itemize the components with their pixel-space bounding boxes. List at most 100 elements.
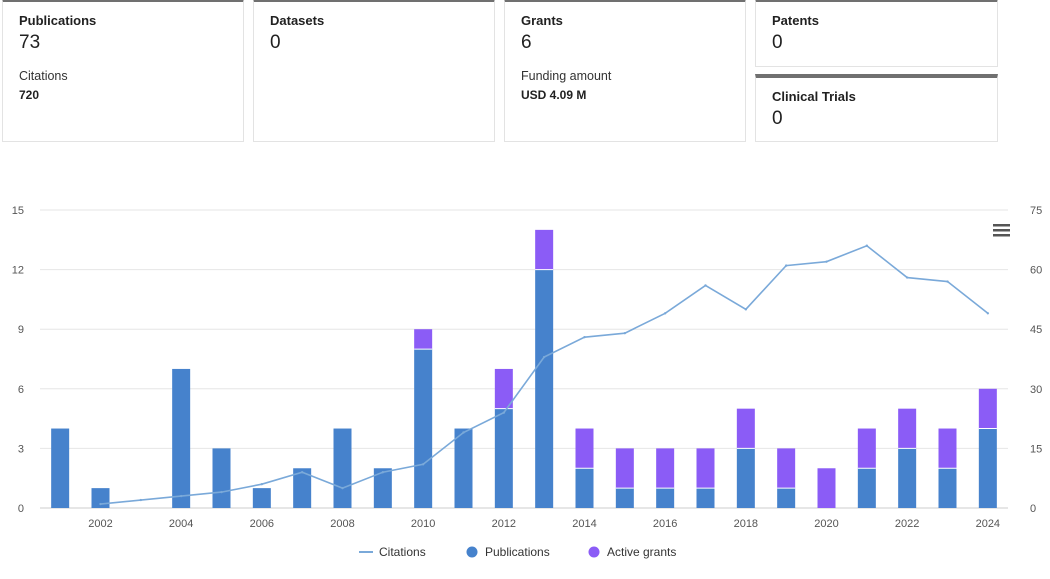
citations-point xyxy=(220,490,223,494)
grants-card[interactable]: Grants 6 Funding amount USD 4.09 M xyxy=(504,0,746,142)
legend-label: Active grants xyxy=(607,545,676,559)
publications-bar xyxy=(736,448,755,508)
publications-bar xyxy=(575,468,594,508)
active-grants-bar xyxy=(938,428,957,469)
x-tick-label: 2014 xyxy=(572,518,596,530)
right-tick-label: 75 xyxy=(1030,205,1042,217)
publications-count: 73 xyxy=(19,32,41,53)
publications-bar xyxy=(252,488,271,508)
citations-value: 720 xyxy=(19,88,40,102)
active-grants-bar xyxy=(615,448,634,489)
publications-bar xyxy=(212,448,231,508)
legend-label: Citations xyxy=(379,545,426,559)
publications-bar xyxy=(454,428,473,508)
left-axis: 0 3 6 9 12 15 xyxy=(12,205,24,515)
publications-bar xyxy=(777,488,796,508)
x-tick-label: 2002 xyxy=(88,518,112,530)
left-tick-label: 9 xyxy=(18,324,24,336)
datasets-title: Datasets xyxy=(270,13,325,28)
patents-count: 0 xyxy=(772,32,783,53)
active-grants-bar xyxy=(535,229,554,270)
legend-active-grants-swatch xyxy=(588,546,600,558)
funding-amount-value: USD 4.09 M xyxy=(521,88,587,102)
left-tick-label: 12 xyxy=(12,265,24,277)
x-tick-label: 2020 xyxy=(814,518,838,530)
active-grants-bar xyxy=(857,428,876,469)
publications-bar xyxy=(898,448,917,508)
active-grants-bar xyxy=(696,448,715,489)
publications-card[interactable]: Publications 73 Citations 720 xyxy=(2,0,244,142)
citations-point xyxy=(462,431,465,434)
chart-gridlines xyxy=(40,209,1008,509)
right-tick-label: 30 xyxy=(1030,384,1042,396)
citations-point xyxy=(502,411,506,414)
left-tick-label: 0 xyxy=(18,503,24,515)
publications-title: Publications xyxy=(19,13,97,28)
legend-label: Publications xyxy=(485,545,550,559)
legend-publications-swatch xyxy=(466,546,478,558)
right-tick-label: 15 xyxy=(1030,443,1042,455)
citations-point xyxy=(905,276,909,279)
active-grants-bar xyxy=(817,468,836,508)
citations-point xyxy=(300,471,304,474)
clinical-trials-count: 0 xyxy=(772,108,783,129)
active-grants-bar xyxy=(736,408,755,449)
x-tick-label: 2010 xyxy=(411,518,435,530)
publications-bar xyxy=(696,488,715,508)
x-tick-label: 2008 xyxy=(330,518,354,530)
citations-point xyxy=(865,244,869,247)
active-grants-bar xyxy=(978,388,997,429)
publications-bar xyxy=(656,488,675,508)
publications-bar xyxy=(414,349,433,508)
active-grants-bar xyxy=(656,448,675,489)
right-axis: 0 15 30 45 60 75 xyxy=(1030,205,1042,515)
publications-bar xyxy=(615,488,634,508)
left-tick-label: 6 xyxy=(18,384,24,396)
citations-point xyxy=(381,471,385,474)
publications-bar xyxy=(857,468,876,508)
publications-bar xyxy=(333,428,352,508)
patents-title: Patents xyxy=(772,13,819,28)
publications-bar xyxy=(51,428,70,508)
citations-point xyxy=(179,494,183,498)
citations-point xyxy=(99,502,102,506)
publications-bar xyxy=(373,468,392,508)
patents-card[interactable]: Patents 0 xyxy=(755,0,998,67)
left-tick-label: 3 xyxy=(18,443,24,455)
x-tick-label: 2022 xyxy=(895,518,919,530)
right-tick-label: 0 xyxy=(1030,503,1036,515)
left-tick-label: 15 xyxy=(12,205,24,217)
citations-point xyxy=(260,482,264,486)
datasets-card[interactable]: Datasets 0 xyxy=(253,0,495,142)
x-tick-label: 2006 xyxy=(250,518,274,530)
citations-point xyxy=(583,335,586,339)
publications-bar xyxy=(978,428,997,508)
publications-bar xyxy=(494,408,513,508)
hamburger-menu-icon[interactable] xyxy=(990,219,1014,241)
publications-chart: 0 3 6 9 12 15 0 15 30 45 60 75 2002 2004 2006 2008 201… xyxy=(12,205,1043,559)
x-tick-label: 2024 xyxy=(976,518,1000,530)
citations-point xyxy=(623,331,627,335)
citations-point xyxy=(946,280,949,283)
citations-label: Citations xyxy=(19,69,68,83)
citations-point xyxy=(986,312,990,315)
grants-count: 6 xyxy=(521,32,532,53)
citations-point xyxy=(139,498,143,502)
publications-bar xyxy=(293,468,312,508)
publications-bar xyxy=(172,368,191,508)
citations-point xyxy=(744,308,748,311)
datasets-count: 0 xyxy=(270,32,281,53)
x-tick-label: 2012 xyxy=(492,518,516,530)
publications-bar xyxy=(938,468,957,508)
x-tick-label: 2016 xyxy=(653,518,677,530)
clinical-trials-title: Clinical Trials xyxy=(772,89,856,104)
x-tick-label: 2018 xyxy=(734,518,758,530)
chart-bars xyxy=(51,229,997,508)
clinical-trials-card[interactable]: Clinical Trials 0 xyxy=(755,74,998,142)
active-grants-bar xyxy=(414,329,433,350)
funding-amount-label: Funding amount xyxy=(521,69,612,83)
right-tick-label: 45 xyxy=(1030,324,1042,336)
x-axis: 2002 2004 2006 2008 2010 2012 2014 2016 2018 2020… xyxy=(88,518,1000,530)
citations-point xyxy=(341,486,344,490)
citations-series xyxy=(99,244,990,506)
